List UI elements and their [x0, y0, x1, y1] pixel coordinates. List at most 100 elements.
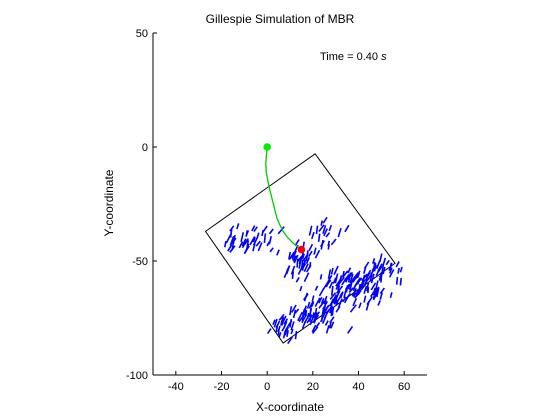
receptor-segment [346, 271, 354, 280]
receptor-segment [252, 243, 256, 252]
receptor-segment [301, 259, 304, 268]
receptor-segment [281, 325, 286, 332]
receptor-segment [302, 263, 307, 269]
receptor-segment [240, 232, 245, 242]
receptor-segment [375, 260, 381, 270]
receptor-segment [329, 303, 333, 314]
receptor-segment [320, 297, 325, 305]
receptor-segment [314, 249, 321, 259]
receptor-segment [349, 273, 354, 284]
receptor-segment [277, 325, 281, 333]
receptor-segment [294, 308, 300, 314]
y-tick-label: -50 [132, 256, 148, 268]
receptor-segment [328, 224, 333, 232]
receptor-segment [301, 253, 305, 259]
receptor-segment [308, 243, 314, 251]
receptor-segment [308, 261, 312, 269]
receptor-segment [315, 225, 319, 235]
receptor-segment [272, 319, 276, 325]
receptor-segment [306, 312, 310, 319]
receptor-segment [263, 233, 267, 243]
receptor-segment [363, 295, 367, 303]
time-annotation-prefix: Time = [320, 51, 357, 63]
receptor-segment [335, 285, 344, 294]
receptor-segment [303, 293, 309, 301]
receptor-segment [322, 301, 329, 310]
receptor-segment [355, 270, 361, 279]
receptor-segment [315, 312, 318, 318]
receptor-segment [290, 321, 295, 331]
receptor-segment [345, 275, 349, 283]
receptor-segment [230, 235, 235, 245]
receptor-segment [292, 309, 297, 319]
receptor-segment [302, 308, 306, 315]
receptor-segment [365, 301, 370, 311]
receptor-segment [245, 230, 250, 236]
receptor-segment [379, 292, 383, 300]
receptor-segment [367, 287, 370, 294]
y-axis-label: Y-coordinate [102, 169, 116, 236]
receptor-segment [296, 258, 299, 268]
receptor-segment [320, 220, 323, 226]
receptor-segment [255, 240, 261, 247]
receptor-segment [286, 265, 291, 271]
receptor-segment [289, 306, 293, 316]
receptor-segment [276, 249, 280, 256]
receptor-segment [343, 288, 348, 299]
receptor-segment [372, 287, 376, 296]
receptor-segment [372, 262, 376, 272]
receptor-segment [268, 228, 274, 235]
receptor-segment [397, 267, 400, 274]
receptor-segment [335, 300, 339, 306]
receptor-segment [339, 291, 344, 297]
receptor-segment [291, 252, 296, 260]
receptor-segment [278, 313, 285, 321]
receptor-segment [361, 273, 369, 282]
receptor-segment [343, 294, 350, 304]
receptor-segment [352, 272, 359, 280]
receptor-segment [324, 320, 329, 326]
x-axis-ticks: -40 -20 0 20 40 60 [168, 371, 410, 393]
receptor-segment [283, 327, 288, 335]
receptor-segment [379, 253, 383, 263]
receptor-segment [314, 307, 318, 316]
receptor-segment [347, 283, 351, 290]
receptor-segment [379, 287, 386, 294]
receptor-segment [355, 277, 362, 286]
receptor-segment [338, 276, 345, 285]
receptor-segment [256, 232, 260, 239]
receptor-segment [322, 308, 327, 317]
receptor-segment [311, 326, 319, 334]
receptor-segment [352, 297, 358, 307]
receptor-segment [319, 274, 323, 280]
receptor-segment [327, 274, 333, 282]
receptor-segment [313, 312, 316, 319]
receptor-segment [369, 273, 373, 282]
receptor-segment [358, 302, 362, 309]
receptor-segment [363, 261, 370, 270]
receptor-segment [308, 225, 313, 236]
receptor-segment [275, 320, 281, 329]
receptor-segment [253, 226, 258, 233]
receptor-segment [323, 295, 328, 303]
receptor-segment [322, 280, 330, 290]
receptor-segment [366, 274, 372, 282]
x-tick-label: 60 [398, 381, 410, 393]
receptor-segment [389, 292, 393, 299]
receptor-segment [299, 285, 303, 292]
receptor-segment [311, 324, 317, 333]
receptor-segment [332, 294, 337, 304]
receptor-segment [357, 289, 362, 295]
receptor-segment [337, 285, 341, 291]
receptor-segment [236, 223, 240, 230]
receptor-segment [291, 255, 297, 261]
receptor-segment [375, 280, 379, 290]
receptor-segment [345, 284, 350, 290]
receptor-segment [232, 234, 236, 244]
x-axis-label: X-coordinate [256, 400, 324, 414]
receptor-segment [330, 267, 334, 275]
receptor-segment [372, 258, 376, 264]
receptor-segment [289, 318, 293, 328]
x-tick-label: 0 [264, 381, 270, 393]
receptor-segment [395, 276, 399, 285]
